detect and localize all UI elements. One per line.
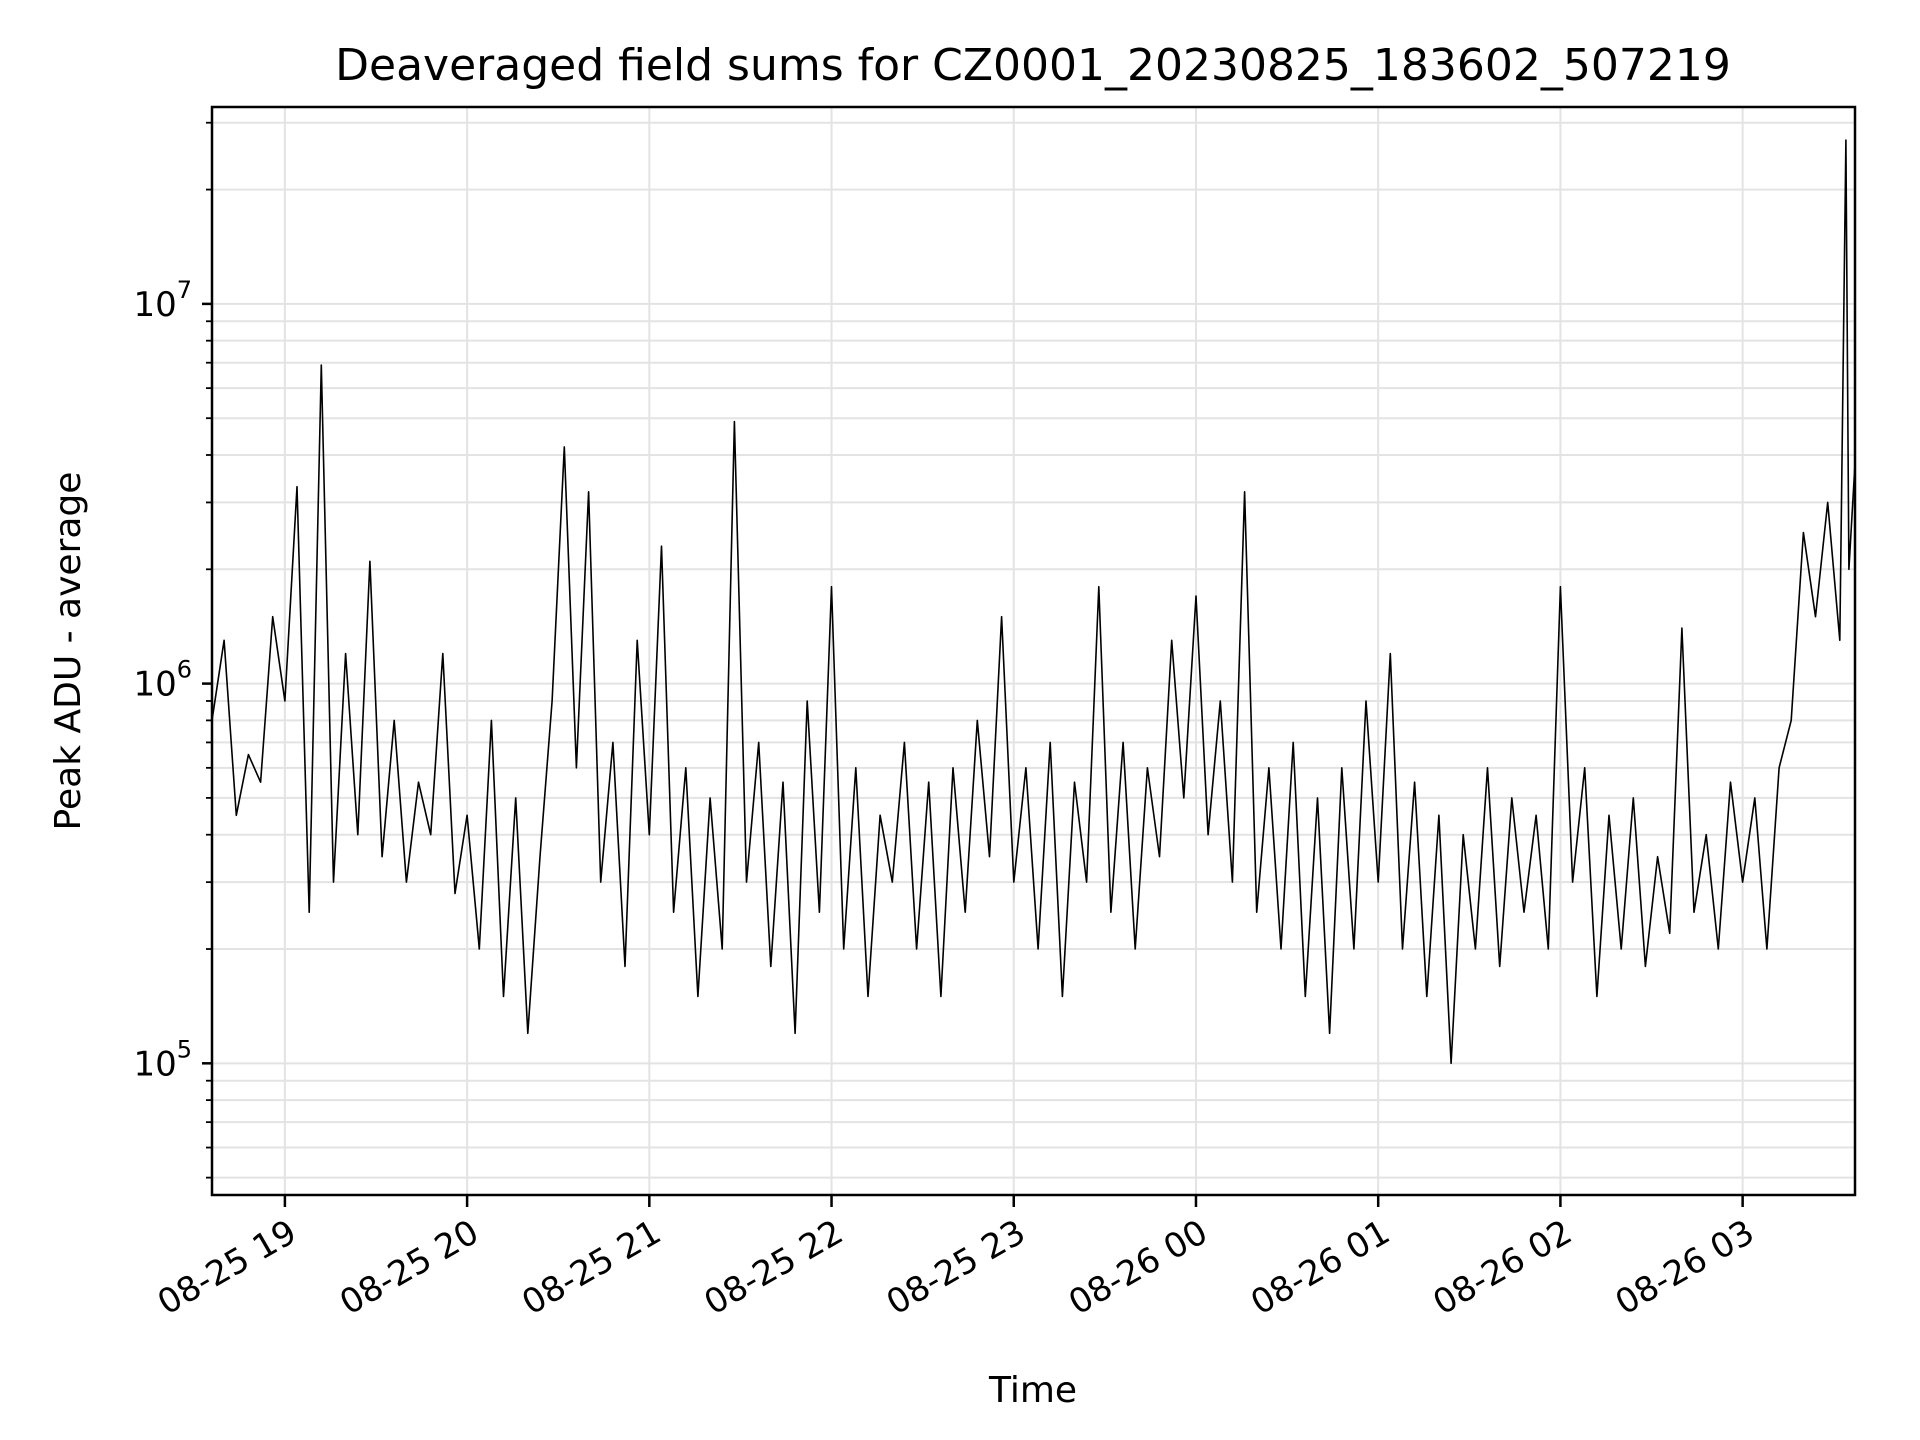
plot-area-frame	[210, 105, 1857, 1197]
series-line	[211, 139, 1856, 1065]
x-axis-label: Time	[988, 1370, 1077, 1411]
y-axis-label: Peak ADU - average	[48, 472, 89, 831]
y-tick-label: 107	[133, 276, 192, 325]
chart-title: Deaveraged field sums for CZ0001_2023082…	[335, 40, 1731, 91]
series-layer	[211, 139, 1856, 1065]
y-tick-label: 105	[133, 1035, 192, 1084]
y-tick-label: 106	[133, 656, 192, 705]
y-axis-ticks: 105 106 107	[133, 121, 212, 1179]
